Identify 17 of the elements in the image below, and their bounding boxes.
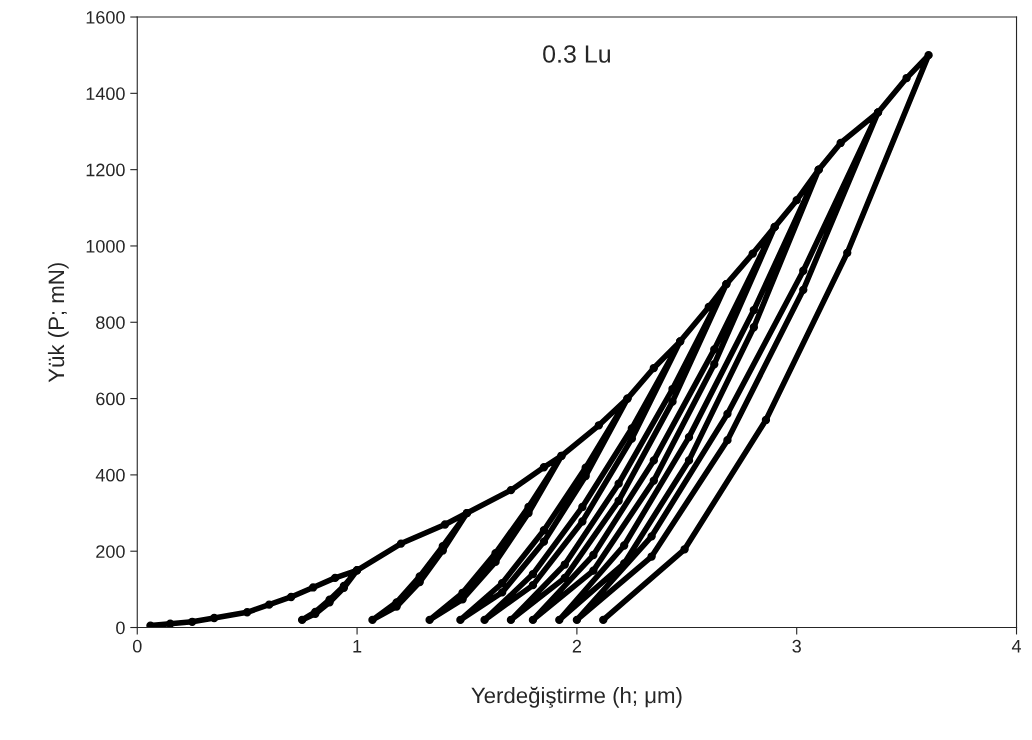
y-tick-label: 1600 <box>86 10 125 24</box>
y-tick-label: 400 <box>95 468 125 482</box>
x-tick-label: 2 <box>572 639 581 653</box>
y-tick-label: 1400 <box>86 87 125 101</box>
y-tick-label: 1200 <box>86 163 125 177</box>
y-tick-label: 800 <box>96 316 125 329</box>
y-tick-label: 600 <box>96 392 125 406</box>
y-tick-label: 1000 <box>86 239 125 253</box>
x-tick-label: 1 <box>353 639 362 653</box>
x-axis-title: Yerdeğiştirme (h; μm) <box>471 686 682 708</box>
x-tick-label: 0 <box>132 639 142 653</box>
y-tick-label: 0 <box>116 621 125 635</box>
y-tick-label: 200 <box>96 545 125 558</box>
y-axis-title: Yük (P; mN) <box>47 263 69 383</box>
annotation: 0.3 Lu <box>543 45 610 63</box>
x-tick-label: 3 <box>792 639 801 653</box>
x-tick-label: 4 <box>1011 639 1022 653</box>
